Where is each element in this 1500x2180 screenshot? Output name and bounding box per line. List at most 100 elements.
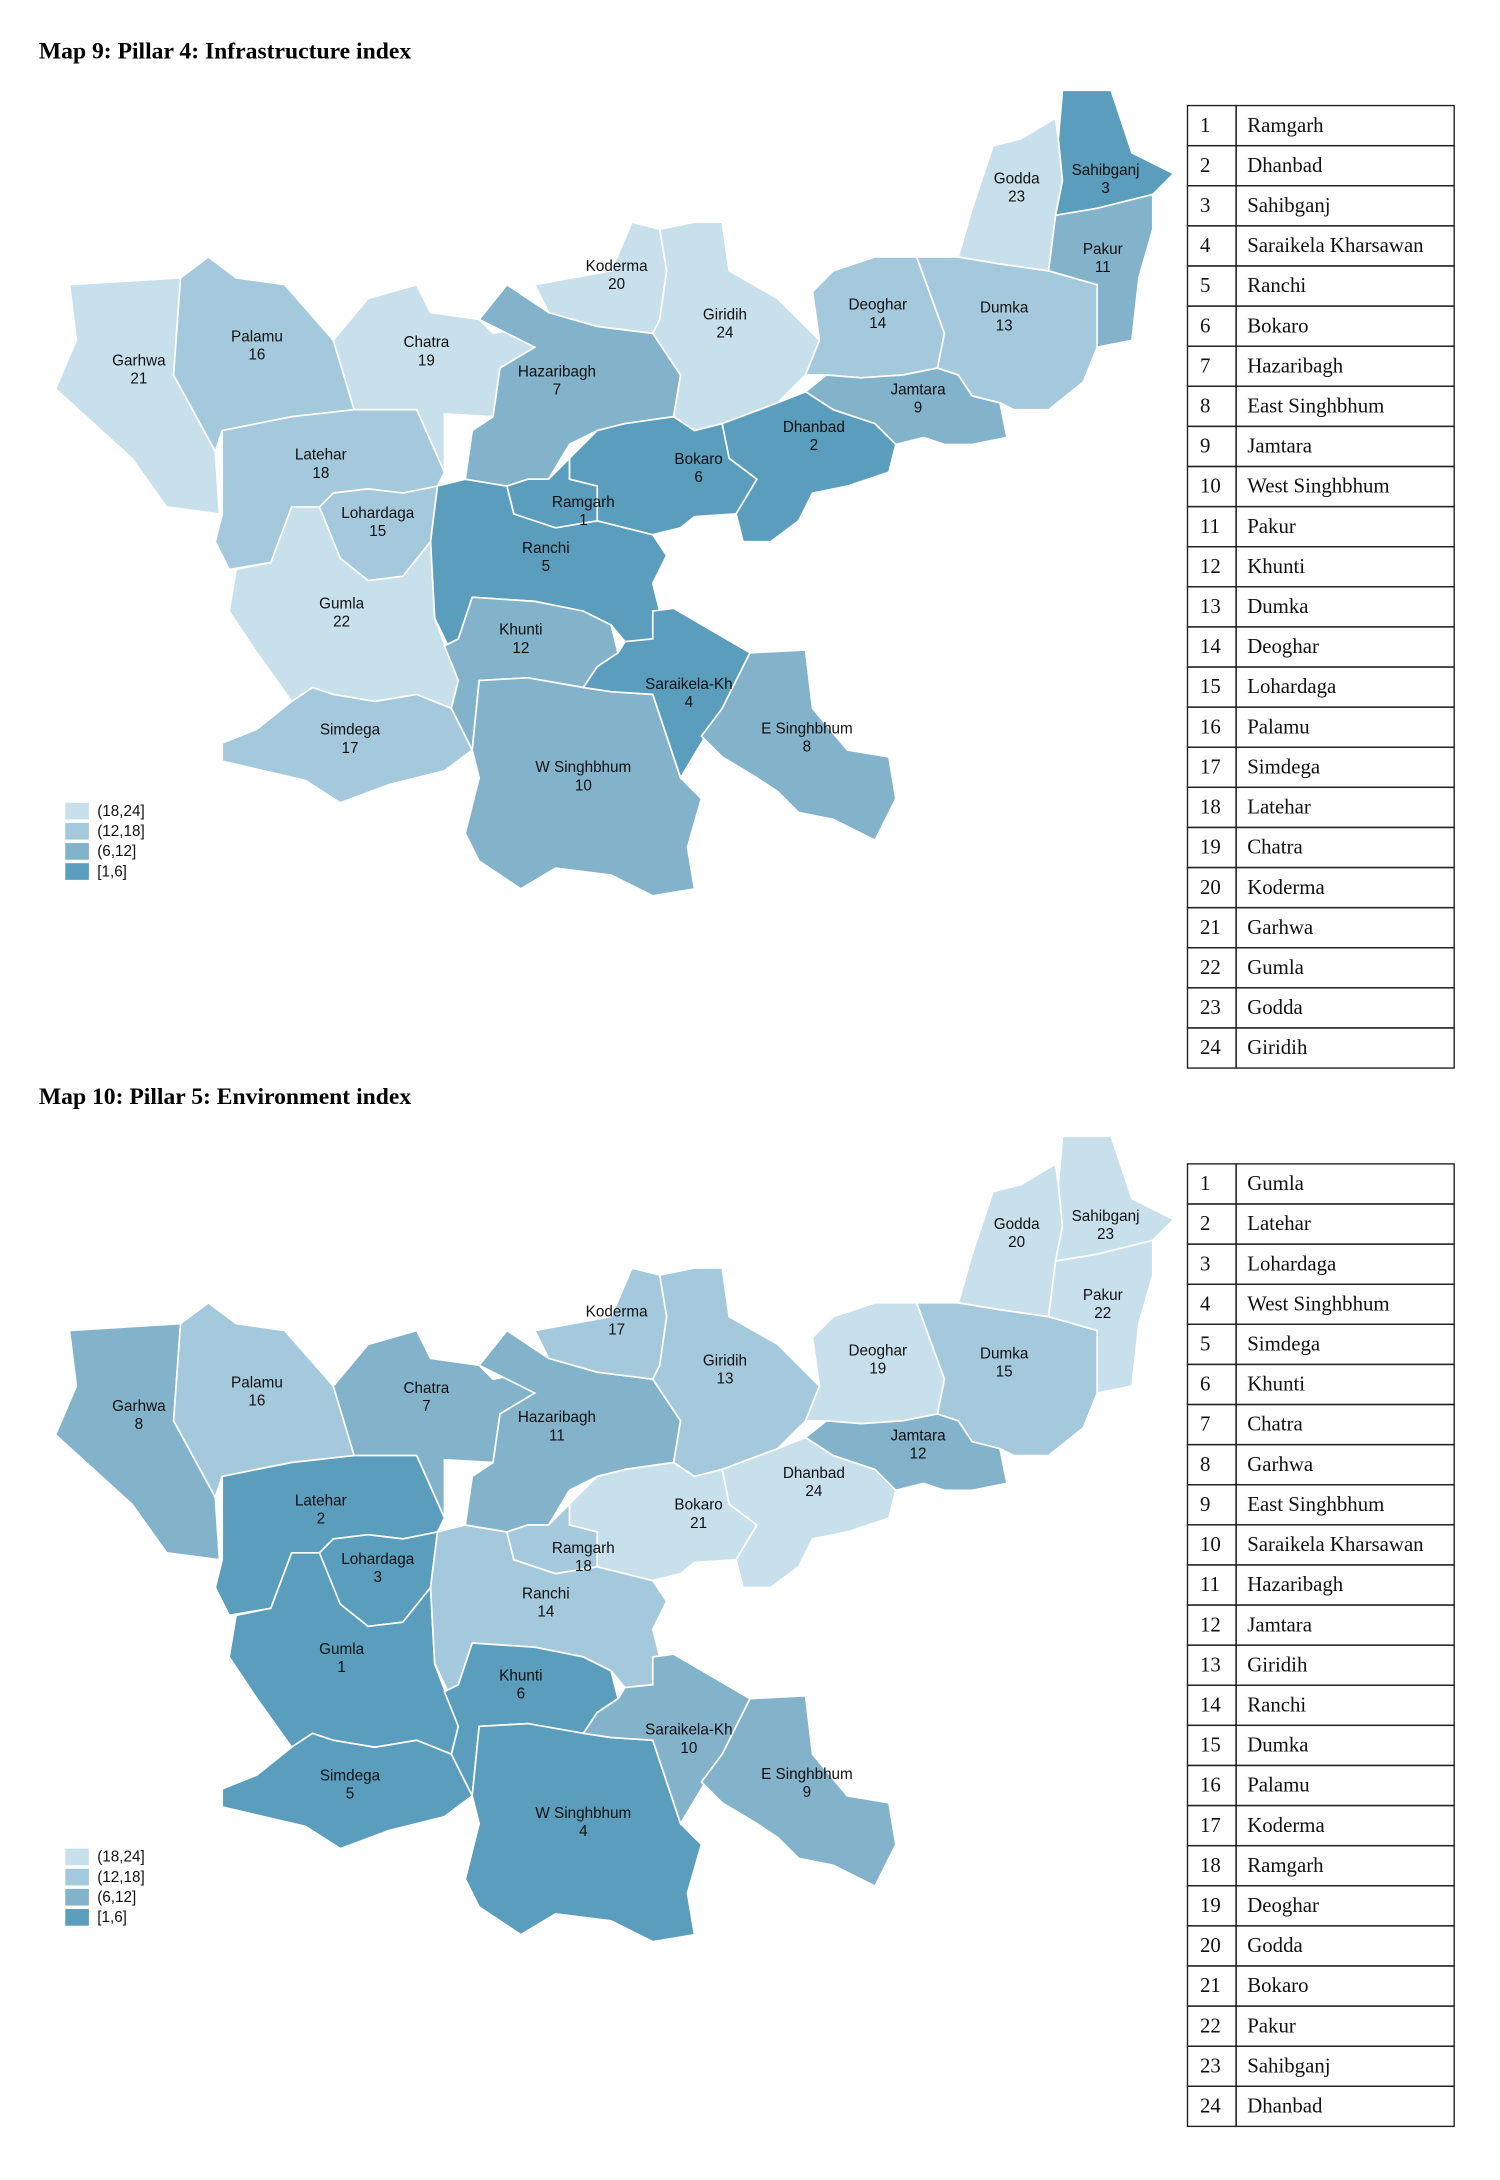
district-name: Hazaribagh — [518, 363, 596, 380]
district-rank: 2 — [317, 1511, 326, 1528]
table-district: Saraikela Kharsawan — [1247, 233, 1424, 257]
district-rank: 18 — [312, 465, 329, 482]
district-name: Latehar — [295, 1493, 347, 1510]
table-district: East Singhbhum — [1247, 394, 1384, 418]
district — [581, 1653, 752, 1826]
table-cell — [1186, 1243, 1237, 1285]
legend-swatch — [65, 843, 89, 860]
table-rank: 5 — [1200, 1332, 1210, 1356]
table-rank: 24 — [1200, 1035, 1221, 1059]
table-cell — [1186, 1163, 1237, 1205]
district-rank: 15 — [369, 523, 386, 540]
table-rank: 4 — [1200, 1291, 1211, 1315]
table-rank: 21 — [1200, 915, 1221, 939]
table-district: Gumla — [1247, 955, 1304, 979]
district-rank: 1 — [579, 512, 588, 529]
table-district: Lohardaga — [1247, 1251, 1336, 1275]
table-rank: 20 — [1200, 1933, 1221, 1957]
table-cell — [1235, 1027, 1455, 1069]
district-name: Lohardaga — [341, 1551, 415, 1568]
table-cell — [1186, 225, 1237, 267]
table-rank: 17 — [1200, 1813, 1221, 1837]
table-rank: 1 — [1200, 113, 1210, 137]
district-rank: 24 — [717, 325, 734, 342]
table-rank: 6 — [1200, 313, 1210, 337]
table-district: Ramgarh — [1247, 113, 1324, 137]
district-name: Dhanbad — [783, 1465, 845, 1482]
table-district: Jamtara — [1247, 434, 1312, 458]
district-name: Pakur — [1083, 1287, 1123, 1304]
district-rank: 12 — [512, 640, 529, 657]
table-district: Deoghar — [1247, 634, 1319, 658]
district-name: Sahibganj — [1072, 1208, 1140, 1225]
table-rank: 6 — [1200, 1372, 1210, 1396]
legend-label: (12,18] — [97, 823, 145, 840]
table-district: Dumka — [1247, 1733, 1308, 1757]
district — [1047, 1239, 1154, 1395]
table-rank: 7 — [1200, 1412, 1210, 1436]
district-rank: 10 — [575, 777, 592, 794]
district-name: Pakur — [1083, 241, 1123, 258]
table-district: West Singhbhum — [1247, 474, 1389, 498]
district-rank: 19 — [869, 1361, 886, 1378]
legend-label: (18,24] — [97, 1849, 145, 1866]
table-rank: 15 — [1200, 674, 1221, 698]
district-name: Lohardaga — [341, 505, 415, 522]
legend-label: [1,6] — [97, 863, 127, 880]
table-rank: 10 — [1200, 1532, 1221, 1556]
rank-table: 1 Gumla 2 Latehar 3 Lohardaga 4 West Singhbhum 5… — [1186, 1163, 1455, 2128]
district-rank: 13 — [996, 318, 1013, 335]
district-rank: 21 — [690, 1515, 707, 1532]
district-rank: 20 — [1008, 1234, 1025, 1251]
table-rank: 8 — [1200, 1452, 1210, 1476]
table-rank: 18 — [1200, 1853, 1221, 1877]
district-rank: 3 — [374, 1569, 383, 1586]
district-name: Hazaribagh — [518, 1409, 596, 1426]
district-rank: 10 — [680, 1740, 697, 1757]
table-cell — [1186, 1203, 1237, 1245]
table-district: Khunti — [1247, 1372, 1305, 1396]
district-name: Simdega — [320, 722, 381, 739]
table-district: Giridih — [1247, 1035, 1308, 1059]
table-rank: 10 — [1200, 474, 1221, 498]
table-district: Godda — [1247, 1933, 1303, 1957]
table-district: Godda — [1247, 995, 1303, 1019]
table-district: Garhwa — [1247, 1452, 1313, 1476]
table-district: Sahibganj — [1247, 193, 1330, 217]
map-title: Map 10: Pillar 5: Environment index — [39, 1084, 411, 1110]
table-district: Palamu — [1247, 714, 1310, 738]
legend-label: [1,6] — [97, 1909, 127, 1926]
table-rank: 9 — [1200, 1492, 1210, 1516]
district-name: Koderma — [586, 1304, 648, 1321]
table-district: Chatra — [1247, 1412, 1303, 1436]
map: Garhwa21Palamu16Chatra19Latehar18Loharda… — [54, 89, 1176, 897]
table-rank: 21 — [1200, 1973, 1221, 1997]
table-district: Lohardaga — [1247, 674, 1336, 698]
table-rank: 13 — [1200, 1652, 1221, 1676]
table-district: Pakur — [1247, 2013, 1296, 2037]
district-name: Deoghar — [848, 1343, 907, 1360]
table-cell — [1186, 104, 1237, 147]
table-district: Palamu — [1247, 1773, 1310, 1797]
district-name: Godda — [994, 170, 1040, 187]
district-name: Latehar — [295, 447, 347, 464]
table-cell — [1186, 425, 1237, 468]
district — [804, 367, 1008, 446]
table-rank: 2 — [1200, 1211, 1210, 1235]
district-rank: 15 — [996, 1363, 1013, 1380]
table-cell — [1186, 305, 1237, 347]
table-district: Bokaro — [1247, 313, 1308, 337]
district-name: Palamu — [231, 329, 283, 346]
table-cell — [1186, 345, 1237, 387]
district-name: Giridih — [703, 1352, 747, 1369]
district-rank: 14 — [537, 1604, 554, 1621]
table-district: Ranchi — [1247, 273, 1306, 297]
table-rank: 22 — [1200, 2013, 1221, 2037]
table-rank: 3 — [1200, 1251, 1210, 1275]
table-cell — [1186, 265, 1237, 307]
table-cell — [1186, 1283, 1237, 1326]
district-rank: 3 — [1101, 180, 1110, 197]
district-rank: 20 — [608, 276, 625, 293]
district-name: Garhwa — [112, 1398, 166, 1415]
district-rank: 7 — [422, 1398, 431, 1415]
